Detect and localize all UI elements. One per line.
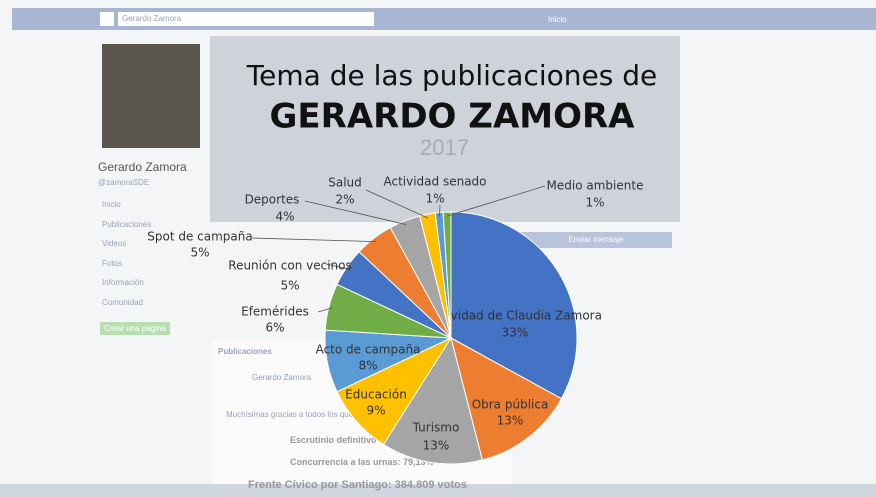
value-label: 1% (425, 192, 444, 206)
slice-label: Turismo (412, 421, 460, 435)
value-label: 4% (275, 210, 294, 224)
slice-label: Acto de campaña (316, 343, 421, 357)
slice-label: Efemérides (241, 305, 309, 319)
slice-label: Medio ambiente (547, 179, 644, 193)
value-label: 13% (423, 439, 450, 453)
slice-label: Salud (328, 176, 362, 190)
slice-label: Actividad senado (383, 175, 486, 189)
value-label: 8% (358, 359, 377, 373)
value-label: 33% (502, 326, 529, 340)
slice-label: Deportes (245, 193, 300, 207)
slice-label: Educación (345, 388, 407, 402)
chart-title: Tema de las publicaciones de (246, 59, 657, 92)
slice-label: Obra pública (472, 398, 549, 412)
leader-line (252, 238, 376, 242)
value-label: 2% (335, 193, 354, 207)
leader-line (366, 190, 428, 218)
value-label: 5% (280, 279, 299, 293)
chart: Tema de las publicaciones de GERARDO ZAM… (0, 0, 876, 497)
screenshot: Gerardo Zamora Inicio 2017 Gerardo Zamor… (0, 0, 876, 497)
leader-line (305, 201, 406, 225)
chart-subtitle: GERARDO ZAMORA (270, 97, 636, 137)
slice-label: Spot de campaña (147, 230, 252, 244)
slice-label: Actividad de Claudia Zamora (428, 309, 602, 323)
value-label: 9% (366, 404, 385, 418)
value-label: 13% (497, 414, 524, 428)
value-label: 5% (190, 246, 209, 260)
value-label: 6% (265, 321, 284, 335)
value-label: 1% (585, 196, 604, 210)
leader-line (447, 186, 545, 216)
slice-label: Reunión con vecinos (228, 259, 351, 273)
